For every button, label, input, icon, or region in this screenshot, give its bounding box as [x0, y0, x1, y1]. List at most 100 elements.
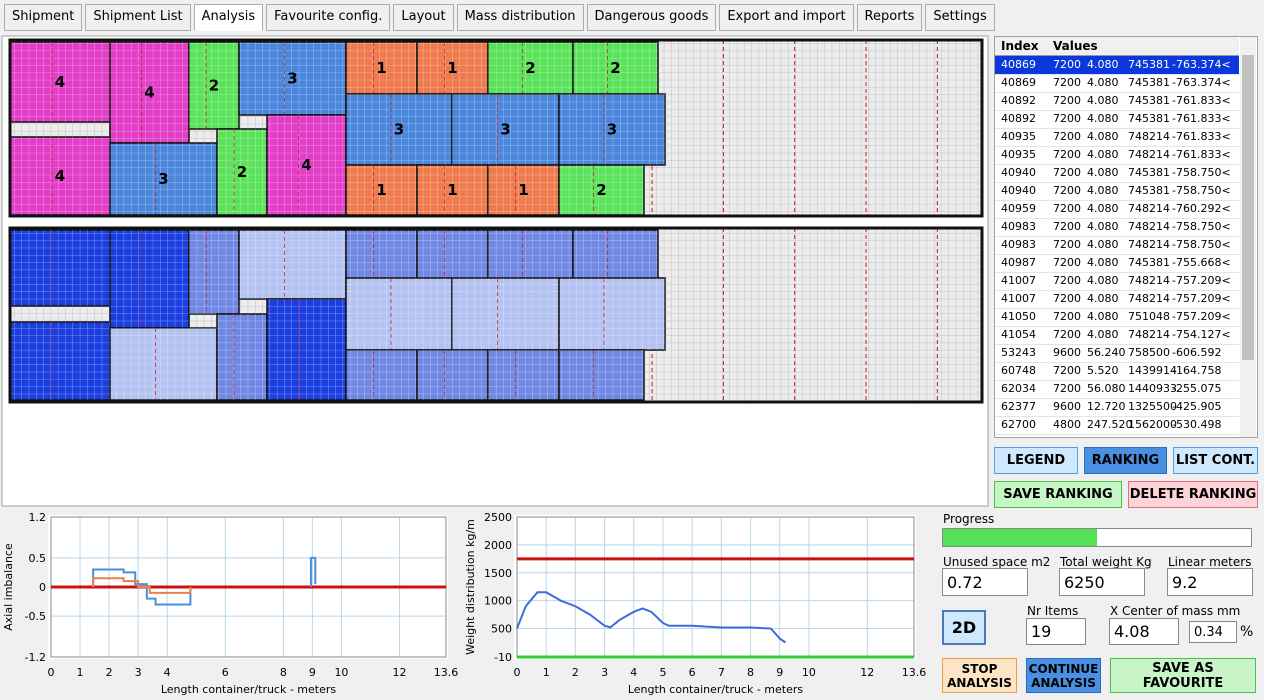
table-cell: 7200	[1053, 58, 1081, 71]
table-cell: 40935	[1001, 130, 1036, 143]
table-row[interactable]: 40869 7200 4.080 745381 -763.374<	[995, 74, 1239, 93]
table-cell: 7200	[1053, 184, 1081, 197]
item-grid	[559, 350, 644, 400]
item-label: 1	[518, 181, 528, 199]
table-cell: 4.080	[1087, 238, 1119, 251]
item-label: 2	[237, 163, 247, 181]
table-cell: 41050	[1001, 310, 1036, 323]
table-row[interactable]: 40983 7200 4.080 748214 -758.750<	[995, 218, 1239, 237]
tab[interactable]: Dangerous goods	[586, 4, 717, 31]
table-cell: 7200	[1053, 256, 1081, 269]
table-cell: 40935	[1001, 148, 1036, 161]
table-row[interactable]: 40983 7200 4.080 748214 -758.750<	[995, 236, 1239, 255]
table-row[interactable]: 41054 7200 4.080 748214 -754.127<	[995, 326, 1239, 345]
item-label: 2	[610, 59, 620, 77]
table-row[interactable]: 40959 7200 4.080 748214 -760.292<	[995, 200, 1239, 219]
table-cell: -761.833<	[1172, 112, 1231, 125]
table-cell: 7200	[1053, 238, 1081, 251]
table-row[interactable]: 62034 7200 56.080 1440933 -255.075	[995, 380, 1239, 399]
item-label: 2	[596, 181, 606, 199]
tab[interactable]: Mass distribution	[456, 4, 584, 31]
item-grid	[346, 278, 452, 350]
table-cell: 9600	[1053, 400, 1081, 413]
tab[interactable]: Analysis	[193, 4, 264, 31]
table-row[interactable]: 40869 7200 4.080 745381 -763.374<	[995, 56, 1239, 75]
table-row[interactable]: 62700 4800 247.520 1562000 -530.498	[995, 416, 1239, 435]
y-tick-label: 2500	[484, 511, 512, 524]
x-tick-label: 0	[514, 666, 521, 679]
table-cell: 745381	[1128, 166, 1170, 179]
delete-ranking-button[interactable]: DELETE RANKING	[1128, 481, 1258, 508]
x-tick-label: 5	[659, 666, 666, 679]
item-label: 1	[447, 181, 457, 199]
item-grid	[346, 94, 452, 165]
table-cell: 4.080	[1087, 256, 1119, 269]
y-tick-label: -0.5	[25, 610, 46, 623]
item-grid	[346, 165, 417, 215]
y-axis-label: Axial imbalance	[2, 543, 15, 631]
table-cell: 7200	[1053, 76, 1081, 89]
table-cell: -761.833<	[1172, 130, 1231, 143]
save-ranking-button[interactable]: SAVE RANKING	[994, 481, 1122, 508]
table-cell: 7200	[1053, 364, 1081, 377]
table-row[interactable]: 40987 7200 4.080 745381 -755.668<	[995, 254, 1239, 273]
table-row[interactable]: 40940 7200 4.080 745381 -758.750<	[995, 182, 1239, 201]
x-tick-label: 6	[222, 666, 229, 679]
ranking-button[interactable]: RANKING	[1084, 447, 1167, 474]
scrollbar[interactable]	[1240, 37, 1256, 437]
item-grid	[217, 129, 267, 215]
item-grid	[267, 299, 346, 400]
legend-button[interactable]: LEGEND	[994, 447, 1078, 474]
table-cell: 748214	[1128, 292, 1170, 305]
table-row[interactable]: 62377 9600 12.720 1325500 -425.905	[995, 398, 1239, 417]
table-row[interactable]: 41007 7200 4.080 748214 -757.209<	[995, 290, 1239, 309]
x-tick-label: 2	[572, 666, 579, 679]
table-cell: -606.592	[1172, 346, 1222, 359]
table-row[interactable]: 41050 7200 4.080 751048 -757.209<	[995, 308, 1239, 327]
tab[interactable]: Reports	[856, 4, 923, 31]
x-tick-label: 3	[601, 666, 608, 679]
table-row[interactable]: 60748 7200 5.520 1439914 -164.758	[995, 362, 1239, 381]
y-tick-label: 0	[39, 581, 46, 594]
item-grid	[110, 42, 189, 143]
table-row[interactable]: 53243 9600 56.240 758500 -606.592	[995, 344, 1239, 363]
tab[interactable]: Shipment List	[85, 4, 191, 31]
scroll-thumb[interactable]	[1242, 55, 1254, 360]
table-row[interactable]: 40940 7200 4.080 745381 -758.750<	[995, 164, 1239, 183]
table-cell: 4.080	[1087, 184, 1119, 197]
tab[interactable]: Shipment	[4, 4, 83, 31]
center-pct-field: 0.34	[1189, 621, 1237, 643]
table-cell: 4.080	[1087, 310, 1119, 323]
tab[interactable]: Favourite config.	[266, 4, 391, 31]
tab[interactable]: Settings	[925, 4, 995, 31]
x-tick-label: 13.6	[434, 666, 459, 679]
continue-button[interactable]: CONTINUE ANALYSIS	[1026, 658, 1101, 693]
data-line	[516, 591, 787, 644]
x-tick-label: 4	[164, 666, 171, 679]
view-2d-button[interactable]: 2D	[942, 610, 986, 645]
table-cell: 4800	[1053, 418, 1081, 431]
table-row[interactable]: 40892 7200 4.080 745381 -761.833<	[995, 92, 1239, 111]
table-cell: 40892	[1001, 112, 1036, 125]
list-cont-button[interactable]: LIST CONT.	[1173, 447, 1258, 474]
table-row[interactable]: 41007 7200 4.080 748214 -757.209<	[995, 272, 1239, 291]
field-label: X Center of mass mm	[1110, 604, 1241, 618]
table-cell: -763.374<	[1172, 76, 1231, 89]
table-cell: 4.080	[1087, 166, 1119, 179]
save-favourite-button[interactable]: SAVE AS FAVOURITE	[1110, 658, 1256, 693]
table-row[interactable]: 40935 7200 4.080 748214 -761.833<	[995, 128, 1239, 147]
x-tick-label: 1	[77, 666, 84, 679]
table-row[interactable]: 40935 7200 4.080 748214 -761.833<	[995, 146, 1239, 165]
tab[interactable]: Layout	[393, 4, 454, 31]
data-line	[92, 568, 192, 606]
table-row[interactable]: 40892 7200 4.080 745381 -761.833<	[995, 110, 1239, 129]
table-cell: 4.080	[1087, 292, 1119, 305]
item-grid	[573, 42, 658, 94]
stop-button[interactable]: STOP ANALYSIS	[942, 658, 1017, 693]
table-cell: 745381	[1128, 94, 1170, 107]
x-tick-label: 13.6	[902, 666, 927, 679]
item-grid	[110, 143, 217, 215]
progress-fill	[943, 529, 1097, 546]
item-grid	[110, 230, 189, 328]
tab[interactable]: Export and import	[719, 4, 854, 31]
